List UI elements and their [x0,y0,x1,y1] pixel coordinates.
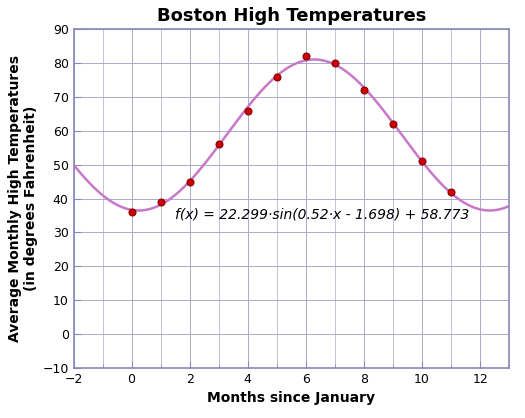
Point [215,141,223,148]
Point [360,87,368,94]
Point [447,189,455,195]
Point [389,121,397,127]
Point [331,60,339,66]
Title: Boston High Temperatures: Boston High Temperatures [156,7,426,25]
Point [418,158,426,165]
Y-axis label: Average Monthly High Temperatures
(in degrees Fahrenheit): Average Monthly High Temperatures (in de… [8,55,38,342]
Point [244,107,252,114]
Point [128,209,136,215]
Point [185,178,194,185]
Point [156,199,165,205]
Point [272,73,281,80]
Point [302,53,310,60]
Text: f(x) = 22.299·sin(0.52·x - 1.698) + 58.773: f(x) = 22.299·sin(0.52·x - 1.698) + 58.7… [175,208,469,222]
X-axis label: Months since January: Months since January [207,391,375,405]
